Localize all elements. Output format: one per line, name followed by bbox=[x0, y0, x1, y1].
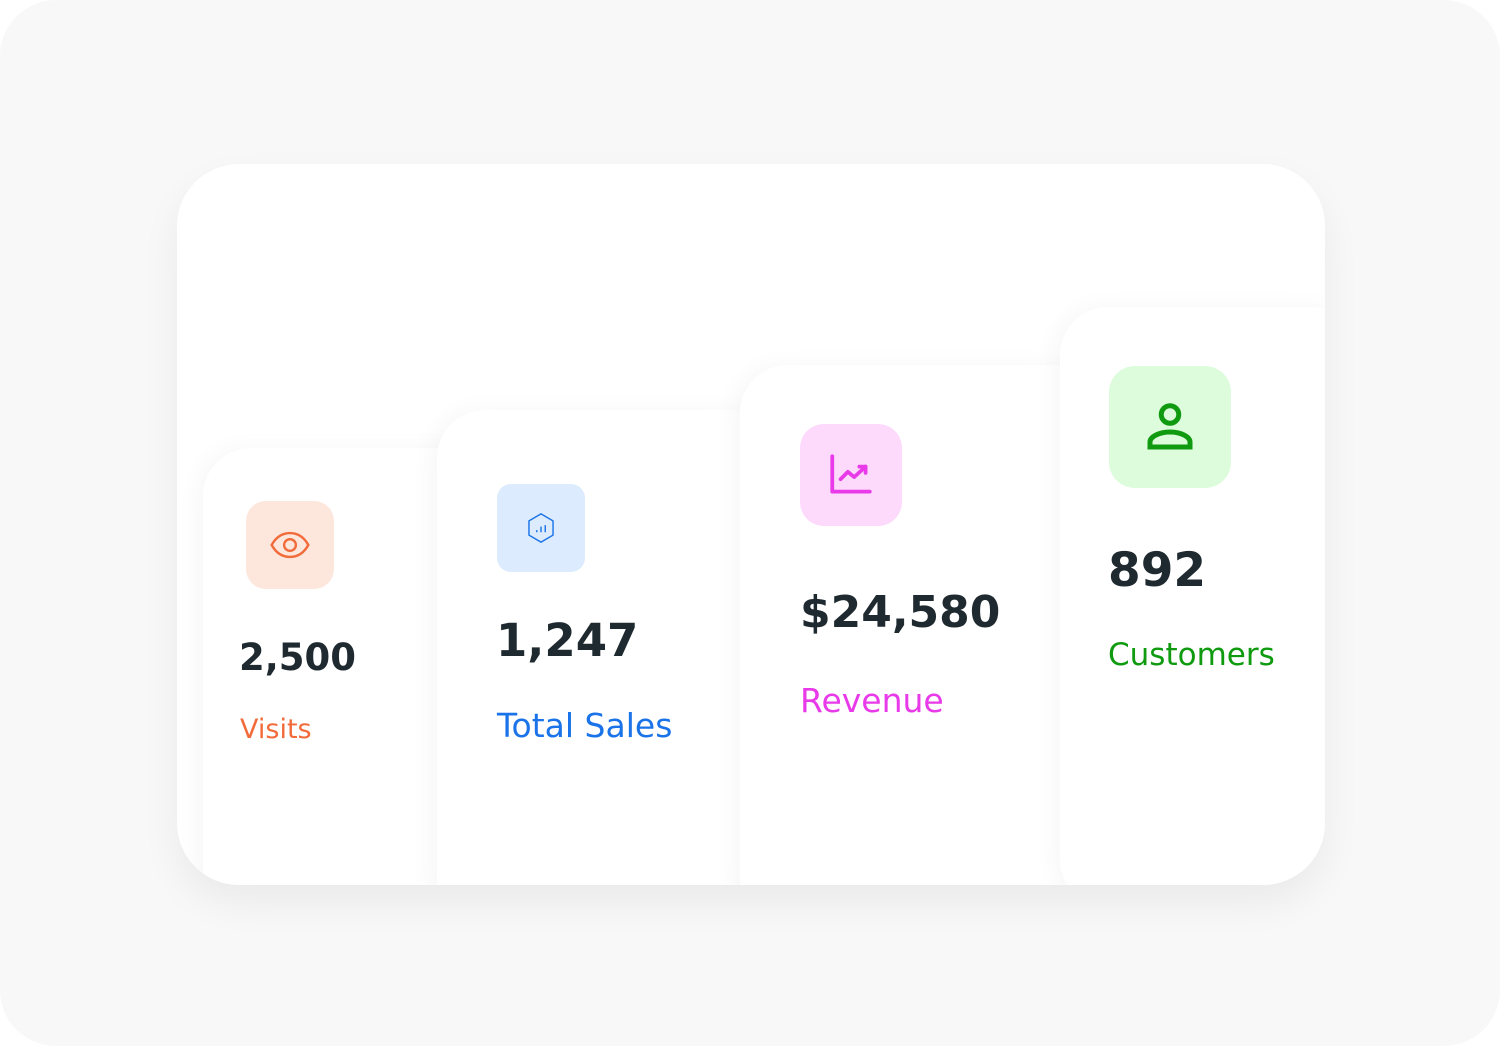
customers-icon-box bbox=[1109, 366, 1231, 488]
revenue-icon-box bbox=[800, 424, 902, 526]
total-sales-icon-box bbox=[497, 484, 585, 572]
stat-card-total-sales[interactable]: 1,247 Total Sales bbox=[437, 410, 777, 885]
eye-icon bbox=[270, 531, 310, 559]
line-chart-icon bbox=[830, 454, 872, 494]
visits-icon-box bbox=[246, 501, 334, 589]
stat-card-revenue[interactable]: $24,580 Revenue bbox=[740, 365, 1100, 885]
customers-label: Customers bbox=[1108, 637, 1275, 673]
total-sales-label: Total Sales bbox=[497, 706, 673, 745]
stat-card-customers[interactable]: 892 Customers bbox=[1060, 307, 1325, 885]
total-sales-value: 1,247 bbox=[496, 614, 639, 667]
user-icon bbox=[1147, 403, 1193, 450]
revenue-label: Revenue bbox=[800, 681, 944, 720]
hexagon-chart-icon bbox=[528, 513, 554, 543]
visits-label: Visits bbox=[240, 714, 312, 745]
stats-panel: 2,500 Visits 1,247 Total Sales $24,580 R… bbox=[177, 164, 1325, 885]
revenue-value: $24,580 bbox=[800, 587, 1001, 638]
visits-value: 2,500 bbox=[239, 636, 357, 679]
customers-value: 892 bbox=[1108, 543, 1207, 598]
